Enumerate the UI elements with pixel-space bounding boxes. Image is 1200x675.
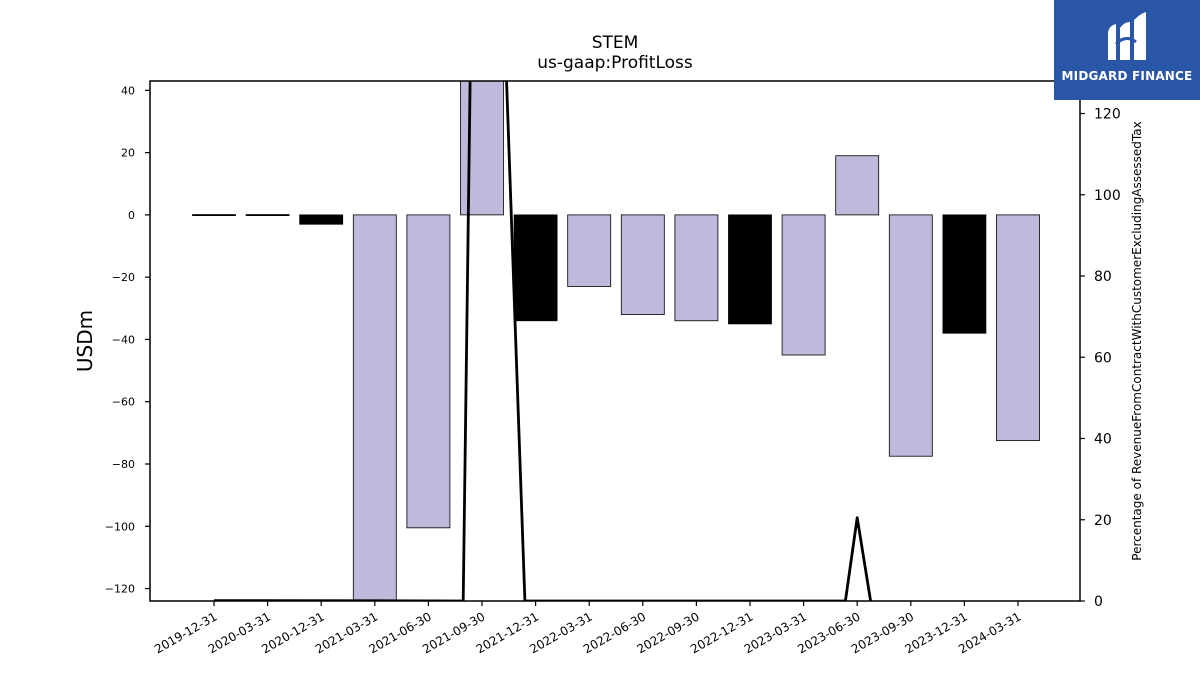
bar-2024-03-31 [996,214,1040,442]
bars-group [192,81,1040,601]
bar-2023-12-31 [942,214,987,334]
chart-subtitle: us-gaap:ProfitLoss [537,53,693,73]
y2-axis-label: Percentage of RevenueFromContractWithCus… [1130,121,1144,560]
y2-tick-label: 60 [1094,350,1112,366]
y2-tick-label: 100 [1094,188,1121,204]
y2-tick-label: 0 [1094,594,1103,610]
bar-2023-03-31 [781,214,826,356]
bar-2022-03-31 [567,214,612,287]
midgard-finance-logo: MIDGARD FINANCE [1054,0,1200,100]
y2-tick-label: 120 [1094,107,1121,123]
midgard-logo-icon [1108,12,1146,60]
bar-2022-06-30 [620,214,665,315]
y-tick-label: −120 [105,583,135,596]
y-tick-label: 40 [121,84,135,97]
bar-2023-06-30 [835,155,880,216]
x-axis: 2019-12-312020-03-312020-12-312021-03-31… [152,601,1024,656]
y-tick-label: −80 [112,458,135,471]
y2-tick-label: 40 [1094,432,1112,448]
y2-tick-label: 80 [1094,269,1112,285]
bar-2019-12-31 [192,214,236,216]
bar-2023-09-30 [888,214,933,457]
bar-2021-03-31 [352,214,397,601]
plot-frame [149,80,1081,602]
bar-2020-03-31 [245,214,290,216]
y-axis: −120 −100 −80 −60 −40 −20 0 20 40 [105,84,150,596]
y2-tick-label: 20 [1094,513,1112,529]
chart-title: STEM [592,33,639,53]
y-tick-label: 0 [128,209,135,222]
bar-2022-12-31 [728,214,772,325]
bar-2021-09-30 [460,81,504,216]
y-tick-label: −40 [112,333,135,346]
y-axis-label: USDm [73,310,97,372]
y-tick-label: −20 [112,271,135,284]
y-tick-label: 20 [121,147,135,160]
bar-2022-09-30 [674,214,719,322]
y2-axis: 0 20 40 60 80 100 120 [1080,107,1121,610]
logo-text: MIDGARD FINANCE [1061,69,1193,83]
y-tick-label: −60 [112,396,135,409]
y-tick-label: −100 [105,520,135,533]
bar-2020-12-31 [299,214,344,225]
bar-2021-06-30 [406,214,451,529]
bar-2021-12-31 [513,214,558,322]
